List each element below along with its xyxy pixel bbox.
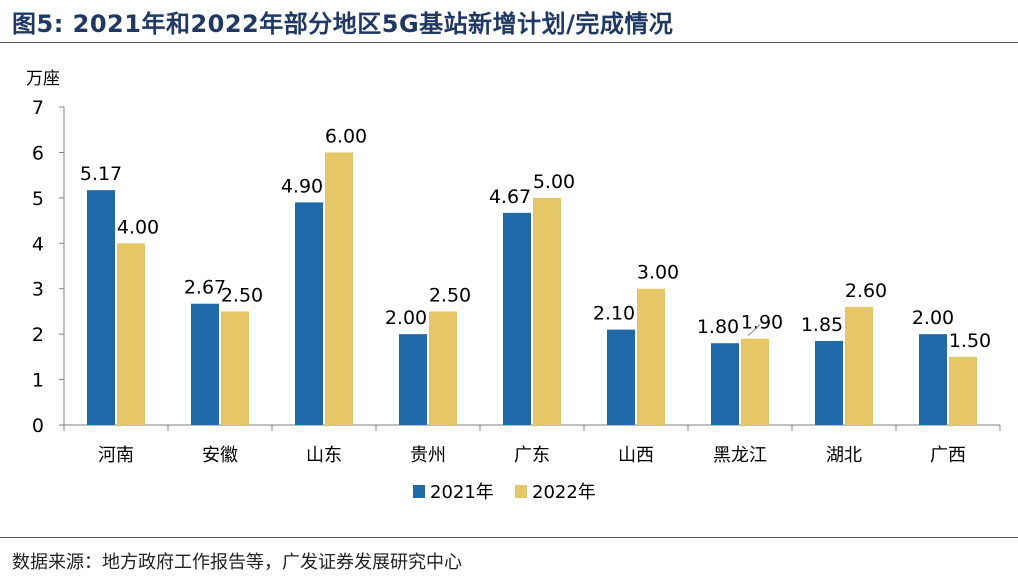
bar-2021 bbox=[607, 329, 635, 425]
figure-title-text: 2021年和2022年部分地区5G基站新增计划/完成情况 bbox=[72, 10, 674, 38]
data-label-2021: 1.85 bbox=[801, 314, 843, 336]
data-label-2022: 5.00 bbox=[533, 171, 575, 193]
data-label-2021: 4.90 bbox=[281, 175, 323, 197]
figure-title: 图5: 2021年和2022年部分地区5G基站新增计划/完成情况 bbox=[12, 4, 673, 39]
legend-label-2022: 2022年 bbox=[532, 482, 596, 503]
source-note: 数据来源：地方政府工作报告等，广发证券发展研究中心 bbox=[12, 552, 462, 573]
x-tick-label: 广东 bbox=[514, 445, 550, 466]
y-axis: 万座 0 1 2 3 4 5 6 7 bbox=[26, 69, 65, 437]
data-label-2021: 4.67 bbox=[489, 186, 531, 208]
x-tick-label: 湖北 bbox=[826, 445, 862, 466]
bar-2022 bbox=[949, 356, 977, 425]
title-divider bbox=[0, 42, 1018, 43]
x-tick-label: 黑龙江 bbox=[713, 445, 767, 466]
x-tick-label: 河南 bbox=[98, 445, 134, 466]
bar-2022 bbox=[429, 311, 457, 425]
data-label-2022: 1.50 bbox=[949, 330, 991, 352]
bar-2021 bbox=[711, 343, 739, 425]
x-tick-label: 山东 bbox=[306, 445, 342, 466]
x-tick-label: 山西 bbox=[618, 445, 654, 466]
data-label-2022: 6.00 bbox=[325, 125, 367, 147]
data-label-2022: 4.00 bbox=[117, 216, 159, 238]
data-label-2022: 2.50 bbox=[221, 284, 263, 306]
bar-2022 bbox=[117, 243, 145, 425]
data-label-2021: 2.10 bbox=[593, 303, 635, 325]
y-tick-label: 7 bbox=[32, 97, 44, 119]
data-label-2022: 2.60 bbox=[845, 280, 887, 302]
legend-swatch-2022 bbox=[515, 485, 527, 498]
data-labels: 5.174.002.672.504.906.002.002.504.675.00… bbox=[80, 125, 991, 351]
data-label-2021: 2.67 bbox=[184, 277, 226, 299]
y-tick-label: 2 bbox=[32, 324, 44, 346]
chart-legend: 2021年 2022年 bbox=[413, 482, 596, 503]
bar-2022 bbox=[325, 152, 353, 425]
bar-2021 bbox=[919, 334, 947, 425]
legend-swatch-2021 bbox=[413, 485, 425, 498]
bar-2022 bbox=[741, 338, 769, 425]
bar-2021 bbox=[87, 190, 115, 425]
bar-2021 bbox=[191, 303, 219, 425]
bar-2022 bbox=[845, 306, 873, 425]
data-label-2022: 2.50 bbox=[429, 284, 471, 306]
x-tick-label: 广西 bbox=[930, 445, 966, 466]
bar-2021 bbox=[295, 202, 323, 425]
data-label-2022: 3.00 bbox=[637, 262, 679, 284]
data-label-2021: 2.00 bbox=[385, 307, 427, 329]
bar-chart: 万座 0 1 2 3 4 5 6 7 河南 安徽 山东 贵州 广东 山西 黑龙江 湖北 广西 5.17 4.00 2… bbox=[26, 69, 1001, 503]
y-tick-label: 4 bbox=[32, 233, 44, 255]
bar-2022 bbox=[533, 197, 561, 425]
bar-2021 bbox=[815, 340, 843, 425]
data-label-2021: 1.80 bbox=[697, 316, 739, 338]
y-tick-label: 5 bbox=[32, 188, 44, 210]
data-label-2021: 5.17 bbox=[80, 163, 122, 185]
y-tick-label: 0 bbox=[32, 415, 44, 437]
data-label-2021: 2.00 bbox=[912, 307, 954, 329]
bar-2022 bbox=[637, 288, 665, 425]
legend-label-2021: 2021年 bbox=[430, 482, 494, 503]
y-axis-unit-label: 万座 bbox=[26, 69, 60, 89]
figure-label: 图5: bbox=[12, 10, 64, 38]
x-axis: 河南 安徽 山东 贵州 广东 山西 黑龙江 湖北 广西 bbox=[63, 424, 1001, 466]
bar-2022 bbox=[221, 311, 249, 425]
data-label-2022: 1.90 bbox=[741, 312, 783, 334]
x-tick-label: 安徽 bbox=[202, 445, 238, 466]
data-label-leader-line bbox=[747, 324, 761, 337]
bar-2021 bbox=[399, 334, 427, 425]
x-tick-label: 贵州 bbox=[410, 445, 446, 466]
bar-series bbox=[87, 152, 977, 425]
y-tick-label: 3 bbox=[32, 279, 44, 301]
y-tick-label: 6 bbox=[32, 142, 44, 164]
bar-2021 bbox=[503, 212, 531, 425]
footer-divider bbox=[0, 537, 1018, 538]
y-tick-label: 1 bbox=[32, 370, 44, 392]
